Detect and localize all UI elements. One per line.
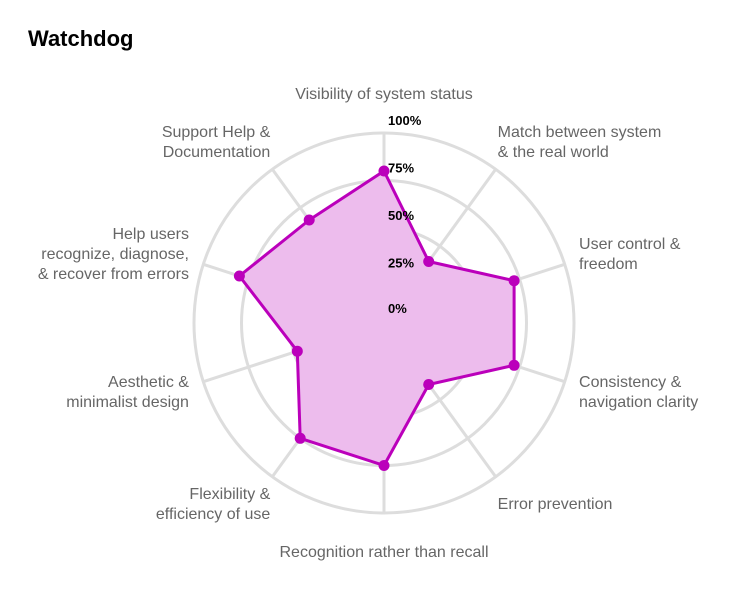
axis-label-line: Aesthetic & bbox=[108, 374, 189, 391]
axis-label-1: Visibility of system status bbox=[295, 86, 473, 103]
tick-label-75pct: 75% bbox=[388, 161, 414, 176]
label-layer: Visibility of system status Match between… bbox=[38, 86, 698, 561]
data-point-6 bbox=[378, 460, 390, 471]
axis-label-line: efficiency of use bbox=[156, 506, 271, 523]
axis-label-line: & recover from errors bbox=[38, 266, 189, 283]
tick-label-25pct: 25% bbox=[388, 256, 414, 271]
axis-label-line: Documentation bbox=[163, 144, 271, 161]
series-layer bbox=[233, 165, 520, 471]
axis-label-line: User control & bbox=[579, 236, 681, 253]
data-point-10 bbox=[303, 214, 315, 226]
tick-layer: 0% 25% 50% 75% 100% bbox=[388, 113, 422, 316]
axis-label-line: navigation clarity bbox=[579, 394, 698, 411]
chart-title: Watchdog bbox=[28, 26, 134, 51]
axis-label-2: Match between system & the real world bbox=[498, 124, 662, 161]
axis-label-10: Support Help & Documentation bbox=[162, 124, 271, 161]
axis-label-line: freedom bbox=[579, 256, 638, 273]
tick-label-100pct: 100% bbox=[388, 113, 422, 128]
data-point-4 bbox=[508, 359, 520, 371]
tick-label-50pct: 50% bbox=[388, 208, 414, 223]
axis-label-line: Visibility of system status bbox=[295, 86, 473, 103]
axis-label-line: Error prevention bbox=[498, 496, 613, 513]
data-point-9 bbox=[233, 270, 245, 282]
axis-label-3: User control & freedom bbox=[579, 236, 681, 273]
axis-label-8: Aesthetic & minimalist design bbox=[66, 374, 189, 411]
axis-label-line: Flexibility & bbox=[189, 486, 270, 503]
axis-label-5: Error prevention bbox=[498, 496, 613, 513]
data-point-3 bbox=[508, 275, 520, 287]
data-point-5 bbox=[423, 379, 435, 390]
axis-label-7: Flexibility & efficiency of use bbox=[156, 486, 271, 523]
axis-label-6: Recognition rather than recall bbox=[279, 544, 488, 561]
axis-label-line: Match between system bbox=[498, 124, 662, 141]
data-point-7 bbox=[294, 432, 306, 444]
axis-label-9: Help users recognize, diagnose, & recover … bbox=[38, 226, 189, 283]
axis-label-line: Consistency & bbox=[579, 374, 682, 391]
data-point-2 bbox=[423, 256, 435, 267]
tick-label-0pct: 0% bbox=[388, 301, 407, 316]
data-point-1 bbox=[378, 165, 390, 177]
axis-label-line: Recognition rather than recall bbox=[279, 544, 488, 561]
axis-label-line: Help users bbox=[112, 226, 188, 243]
axis-label-line: Support Help & bbox=[162, 124, 271, 141]
axis-label-4: Consistency & navigation clarity bbox=[579, 374, 698, 411]
axis-label-line: recognize, diagnose, bbox=[41, 246, 189, 263]
axis-label-line: & the real world bbox=[498, 144, 609, 161]
axis-label-line: minimalist design bbox=[66, 394, 189, 411]
data-point-8 bbox=[291, 345, 303, 357]
